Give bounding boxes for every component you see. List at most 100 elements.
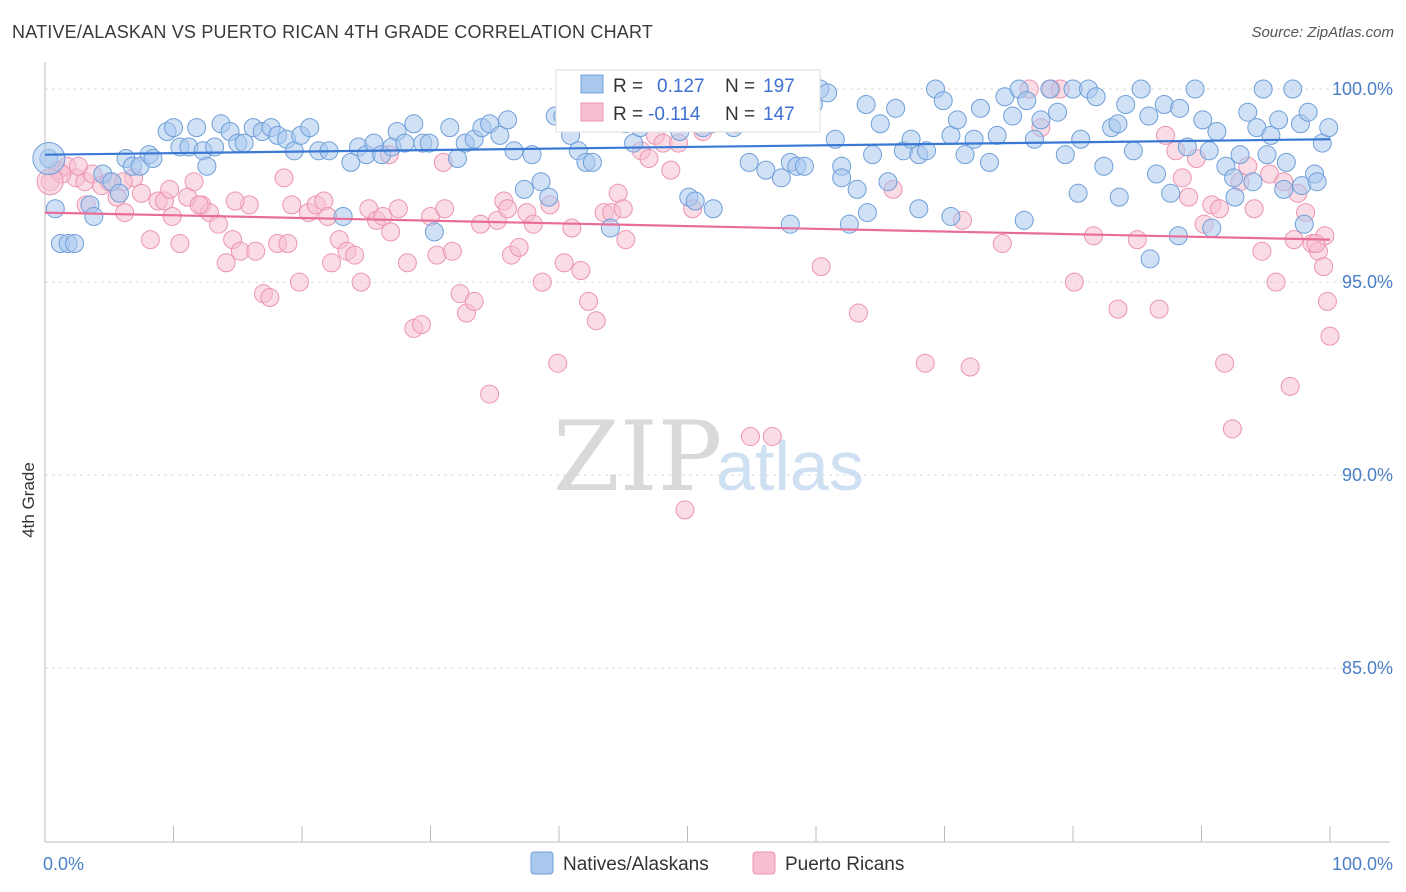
axes [44, 62, 1390, 843]
grid-lines [45, 88, 1390, 669]
natives-alaskans-point [979, 152, 999, 172]
puerto-ricans-point [848, 303, 868, 323]
puerto-ricans-point [1108, 299, 1128, 319]
puerto-ricans-point [442, 241, 462, 261]
puerto-ricans-point [1306, 233, 1326, 253]
natives-alaskans-point [1108, 114, 1128, 134]
watermark-zip: ZIP [553, 401, 722, 513]
puerto-ricans-point [762, 427, 782, 447]
puerto-ricans-point [1320, 326, 1340, 346]
natives-alaskans-point [955, 145, 975, 165]
puerto-ricans-point [675, 500, 695, 520]
natives-alaskans-point [1207, 122, 1227, 142]
stats-n-value-pink: 147 [763, 104, 795, 125]
puerto-ricans-point [1222, 419, 1242, 439]
natives-alaskans-point [886, 98, 906, 118]
natives-alaskans-point [1055, 145, 1075, 165]
natives-alaskans-point [65, 233, 85, 253]
natives-alaskans-point [1243, 172, 1263, 192]
natives-alaskans-point [917, 141, 937, 161]
natives-alaskans-point [522, 145, 542, 165]
natives-alaskans-point [333, 206, 353, 226]
legend: Natives/Alaskans Puerto Ricans [530, 851, 904, 875]
puerto-ricans-point [562, 218, 582, 238]
puerto-ricans-point [548, 353, 568, 373]
natives-alaskans-point [825, 129, 845, 149]
puerto-ricans-point [1280, 376, 1300, 396]
puerto-ricans-point [435, 199, 455, 219]
puerto-ricans-point [260, 288, 280, 308]
natives-alaskans-point [32, 142, 66, 176]
natives-alaskans-point [45, 199, 65, 219]
natives-alaskans-point [404, 114, 424, 134]
natives-alaskans-point [300, 118, 320, 138]
natives-alaskans-point [1048, 102, 1068, 122]
natives-alaskans-point [1116, 94, 1136, 114]
natives-alaskans-point [187, 118, 207, 138]
puerto-ricans-point [1127, 230, 1147, 250]
natives-alaskans-point [1276, 152, 1296, 172]
natives-alaskans-point [1225, 187, 1245, 207]
puerto-ricans-point [322, 253, 342, 273]
puerto-ricans-point [639, 149, 659, 169]
natives-alaskans-point [870, 114, 890, 134]
natives-alaskans-point [1109, 187, 1129, 207]
puerto-ricans-point [579, 291, 599, 311]
puerto-ricans-point [412, 315, 432, 335]
puerto-ricans-point [613, 199, 633, 219]
natives-alaskans-point [424, 222, 444, 242]
natives-alaskans-point [490, 125, 510, 145]
puerto-ricans-point [345, 245, 365, 265]
natives-alaskans-point [1298, 102, 1318, 122]
stats-n-value-blue: 197 [763, 76, 795, 97]
puerto-ricans-point [915, 353, 935, 373]
trend-line-puerto-ricans [44, 211, 1331, 241]
natives-alaskans-point [110, 183, 130, 203]
stats-swatch-pink [580, 102, 604, 122]
puerto-ricans-point [170, 233, 190, 253]
natives-alaskans-point [1253, 79, 1273, 99]
natives-alaskans-point [600, 218, 620, 238]
puerto-ricans-point [480, 384, 500, 404]
natives-alaskans-point [205, 137, 225, 157]
puerto-ricans-point [1179, 187, 1199, 207]
natives-alaskans-point [1170, 98, 1190, 118]
puerto-ricans-point [208, 214, 228, 234]
puerto-ricans-point [532, 272, 552, 292]
natives-alaskans-point [234, 133, 254, 153]
natives-alaskans-point [964, 129, 984, 149]
puerto-ricans-point [225, 191, 245, 211]
natives-alaskans-point [514, 179, 534, 199]
natives-alaskans-point [498, 110, 518, 130]
legend-swatch-natives [530, 851, 554, 875]
natives-alaskans-point [1307, 172, 1327, 192]
natives-alaskans-point [1202, 218, 1222, 238]
natives-alaskans-point [1238, 102, 1258, 122]
natives-alaskans-point [1274, 179, 1294, 199]
puerto-ricans-point [68, 156, 88, 176]
natives-alaskans-point [197, 156, 217, 176]
puerto-ricans-point [140, 230, 160, 250]
watermark-atlas: atlas [716, 427, 864, 505]
puerto-ricans-point [274, 168, 294, 188]
natives-alaskans-point [1040, 79, 1060, 99]
legend-label-puerto-ricans: Puerto Ricans [785, 854, 904, 875]
natives-alaskans-point [685, 191, 705, 211]
puerto-ricans-point [1149, 299, 1169, 319]
y-axis-label: 4th Grade [19, 462, 38, 538]
legend-swatch-puerto-ricans [752, 851, 776, 875]
puerto-ricans-point [498, 199, 518, 219]
natives-alaskans-point [794, 156, 814, 176]
x-tick-label-0: 0.0% [43, 854, 84, 874]
puerto-ricans-point [586, 311, 606, 331]
natives-alaskans-point [1086, 87, 1106, 107]
trend-line-natives-alaskans [44, 138, 1331, 156]
natives-alaskans-point [504, 141, 524, 161]
puerto-ricans-point [960, 357, 980, 377]
natives-alaskans-point [84, 206, 104, 226]
natives-alaskans-point [1140, 249, 1160, 269]
puerto-ricans-point [115, 203, 135, 223]
natives-alaskans-point [909, 199, 929, 219]
natives-alaskans-point [1139, 106, 1159, 126]
natives-alaskans-point [970, 98, 990, 118]
